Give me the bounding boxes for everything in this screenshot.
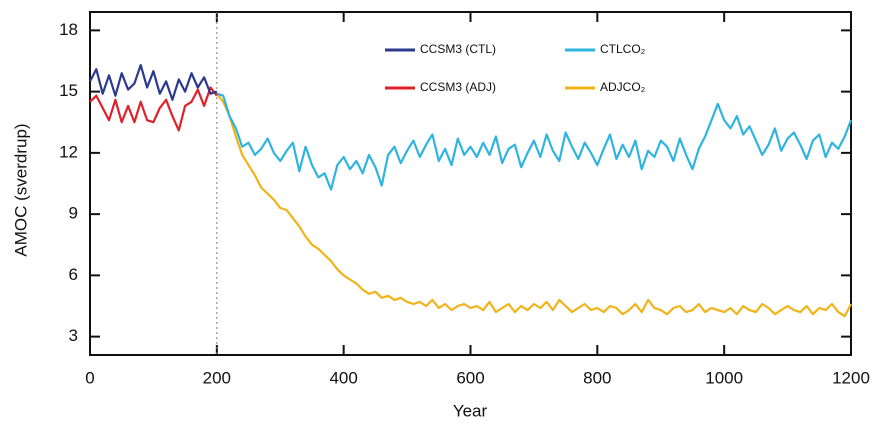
y-tick-label: 18: [59, 20, 78, 39]
y-tick-label: 9: [69, 204, 78, 223]
x-tick-label: 200: [203, 368, 231, 387]
legend-label: ADJCO₂: [600, 80, 646, 94]
legend-label: CCSM3 (CTL): [420, 42, 496, 56]
legend-label: CCSM3 (ADJ): [420, 80, 496, 94]
x-tick-label: 1000: [705, 368, 743, 387]
y-tick-label: 12: [59, 142, 78, 161]
y-tick-label: 15: [59, 81, 78, 100]
plot-frame: [89, 11, 852, 356]
x-axis-label: Year: [453, 401, 488, 420]
series-line: [89, 63, 218, 101]
y-tick-label: 6: [69, 265, 78, 284]
y-axis-label: AMOC (sverdrup): [11, 123, 30, 256]
y-tick-label: 3: [69, 326, 78, 345]
series-line: [216, 92, 853, 191]
x-tick-label: 800: [583, 368, 611, 387]
x-tick-label: 400: [329, 368, 357, 387]
series-line: [215, 93, 852, 318]
legend-label: CTLCO₂: [600, 42, 646, 56]
x-tick-label: 1200: [832, 368, 870, 387]
x-tick-label: 600: [456, 368, 484, 387]
series-line: [89, 86, 218, 132]
x-tick-label: 0: [85, 368, 94, 387]
